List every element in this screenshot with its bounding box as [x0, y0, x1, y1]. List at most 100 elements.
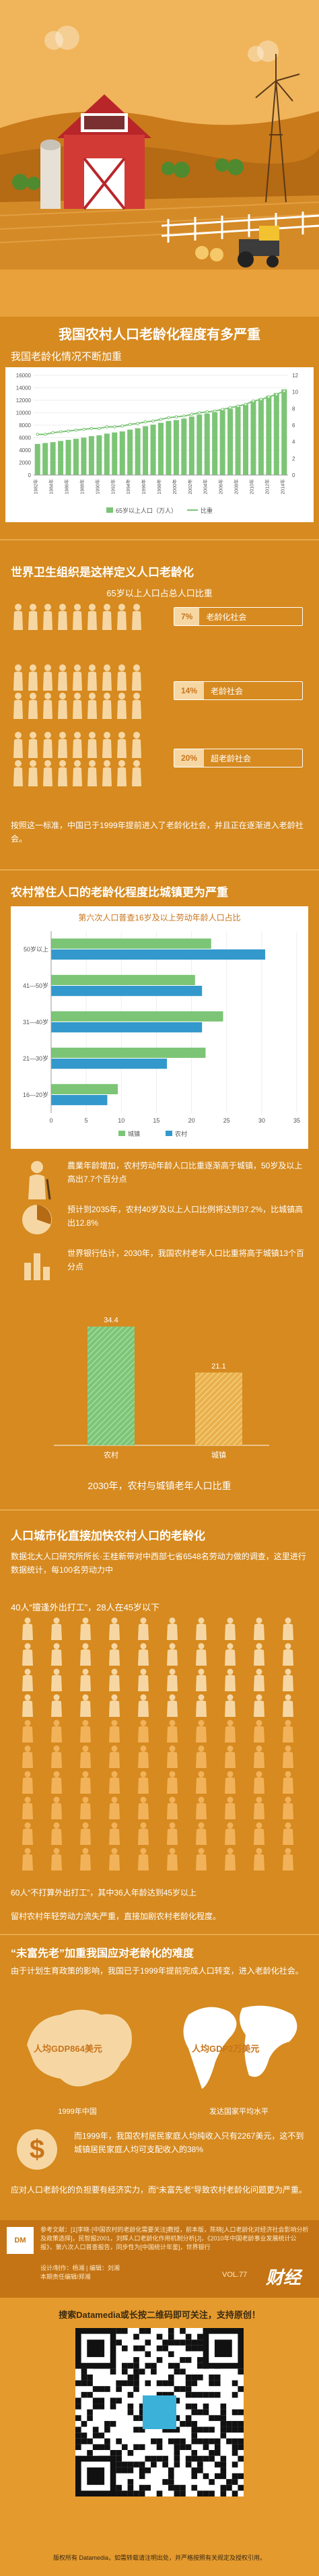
- ratio-point: [213, 409, 217, 413]
- who-level-label: 超老龄社会: [211, 753, 252, 763]
- x-tick: 30: [258, 1117, 265, 1124]
- ratio-point: [98, 427, 101, 431]
- bar: [51, 974, 195, 985]
- x-tick: 20: [188, 1117, 195, 1124]
- y-tick: 31—40岁: [23, 1018, 48, 1026]
- worker-icon: [252, 1617, 267, 1643]
- migrant-line3: 留村农村年轻劳动力流失严重，直接加剧农村老龄化程度。: [11, 1912, 221, 1921]
- worker-icon: [107, 1796, 122, 1823]
- person-icon: [101, 603, 113, 633]
- y-tick-right: 12: [292, 373, 298, 379]
- worker-icon: [223, 1796, 238, 1823]
- person-icon: [86, 603, 98, 633]
- qr-code[interactable]: [75, 2328, 244, 2496]
- worker-icon: [194, 1745, 209, 1771]
- bar: [51, 1095, 108, 1106]
- worker-icon: [107, 1643, 122, 1669]
- worker-icon: [223, 1848, 238, 1874]
- footer-brand: 财经: [266, 2267, 302, 2288]
- x-tick: 15: [153, 1117, 160, 1124]
- gdp-conclusion: 应对人口老龄化的负担要有经济实力，而“未富先老”导致农村老龄化问题更为严重。: [11, 2185, 307, 2195]
- farm-illustration: [0, 0, 319, 317]
- bar: [273, 393, 279, 475]
- person-icon: [131, 692, 143, 722]
- x-tick: 2014年: [279, 479, 285, 495]
- person-icon: [71, 759, 83, 790]
- who-level-3: 20% 超老龄社会: [174, 749, 303, 767]
- person-icon: [42, 664, 54, 694]
- y-tick-left: 6000: [19, 435, 31, 441]
- person-icon: [116, 664, 128, 694]
- y-tick: 21—30岁: [23, 1055, 48, 1062]
- age-chart-subtitle: 第六次人口普查16岁及以上劳动年龄人口占比: [78, 913, 241, 922]
- person-icon: [116, 692, 128, 722]
- person-icon: [71, 731, 83, 761]
- ratio-point: [128, 422, 132, 427]
- x-tick: 1986年: [64, 479, 70, 495]
- bar: [212, 412, 218, 475]
- worker-icon: [107, 1745, 122, 1771]
- x-tick: 城镇: [211, 1450, 226, 1459]
- person-icon: [42, 692, 54, 722]
- bar: [258, 398, 264, 475]
- worker-icon: [136, 1796, 151, 1823]
- worker-icon: [194, 1694, 209, 1720]
- person-icon: [86, 664, 98, 694]
- worker-icon: [165, 1745, 180, 1771]
- who-level-1: 7% 老龄化社会: [174, 607, 303, 626]
- person-icon: [57, 692, 69, 722]
- worker-icon: [165, 1694, 180, 1720]
- section-divider: [0, 539, 319, 540]
- worker-icon: [49, 1720, 64, 1746]
- ratio-point: [120, 424, 125, 428]
- elderly-icon: [20, 1159, 54, 1203]
- person-icon: [116, 759, 128, 790]
- who-level-pct: 20%: [174, 749, 205, 767]
- x-tick: 1982年: [33, 479, 39, 495]
- worker-icon: [165, 1848, 180, 1874]
- bar: [51, 986, 203, 997]
- worker-icon: [194, 1848, 209, 1874]
- worker-icon: [78, 1617, 93, 1643]
- who-level-label: 老龄社会: [211, 686, 244, 696]
- worker-icon: [136, 1848, 151, 1874]
- x-tick: 1992年: [110, 479, 116, 495]
- gdp-left-caption: 1999年中国: [58, 2108, 97, 2116]
- ratio-point: [259, 398, 263, 402]
- x-tick: 2002年: [187, 479, 193, 495]
- worker-icon: [165, 1617, 180, 1643]
- migrant-line2: 60人“不打算外出打工”，其中36人年龄达到45岁以上: [11, 1888, 197, 1897]
- y-tick-left: 8000: [19, 422, 31, 429]
- who-note: 按照这一标准，中国已于1999年提前进入了老龄化社会，并且正在逐渐进入老龄社会。: [11, 821, 304, 844]
- x-tick: 1988年: [79, 479, 85, 495]
- bar: [51, 1047, 206, 1058]
- worker-icon: [281, 1848, 295, 1874]
- worker-icon: [252, 1848, 267, 1874]
- worker-icon: [20, 1643, 35, 1669]
- worker-icon: [223, 1668, 238, 1695]
- worker-icon: [281, 1771, 295, 1797]
- ratio-point: [59, 430, 63, 434]
- person-icon: [71, 603, 83, 633]
- x-tick: 10: [118, 1117, 125, 1124]
- gdp-title: “未富先老”加重我国应对老龄化的难度: [11, 1948, 194, 1959]
- who-subtitle: 65岁以上人口占总人口比重: [106, 588, 213, 598]
- bar: [181, 418, 187, 475]
- chart1-subtitle: 我国老龄化情况不断加重: [11, 351, 122, 363]
- person-icon: [57, 664, 69, 694]
- bar: [51, 1022, 203, 1033]
- ratio-point: [275, 393, 279, 396]
- x-tick: 2006年: [218, 479, 224, 495]
- bar: [119, 431, 125, 475]
- worker-icon: [136, 1771, 151, 1797]
- who-level-label: 老龄化社会: [206, 612, 247, 622]
- section-divider: [0, 1509, 319, 1511]
- worker-icon: [20, 1848, 35, 1874]
- worker-icon: [107, 1668, 122, 1695]
- ratio-point: [143, 420, 147, 424]
- qr-caption: 搜索Datamedia或长按二维码即可关注，支持原创！: [59, 2310, 260, 2320]
- bar: [51, 1083, 118, 1094]
- person-icon: [86, 692, 98, 722]
- worker-icon: [107, 1720, 122, 1746]
- worker-icon: [49, 1848, 64, 1874]
